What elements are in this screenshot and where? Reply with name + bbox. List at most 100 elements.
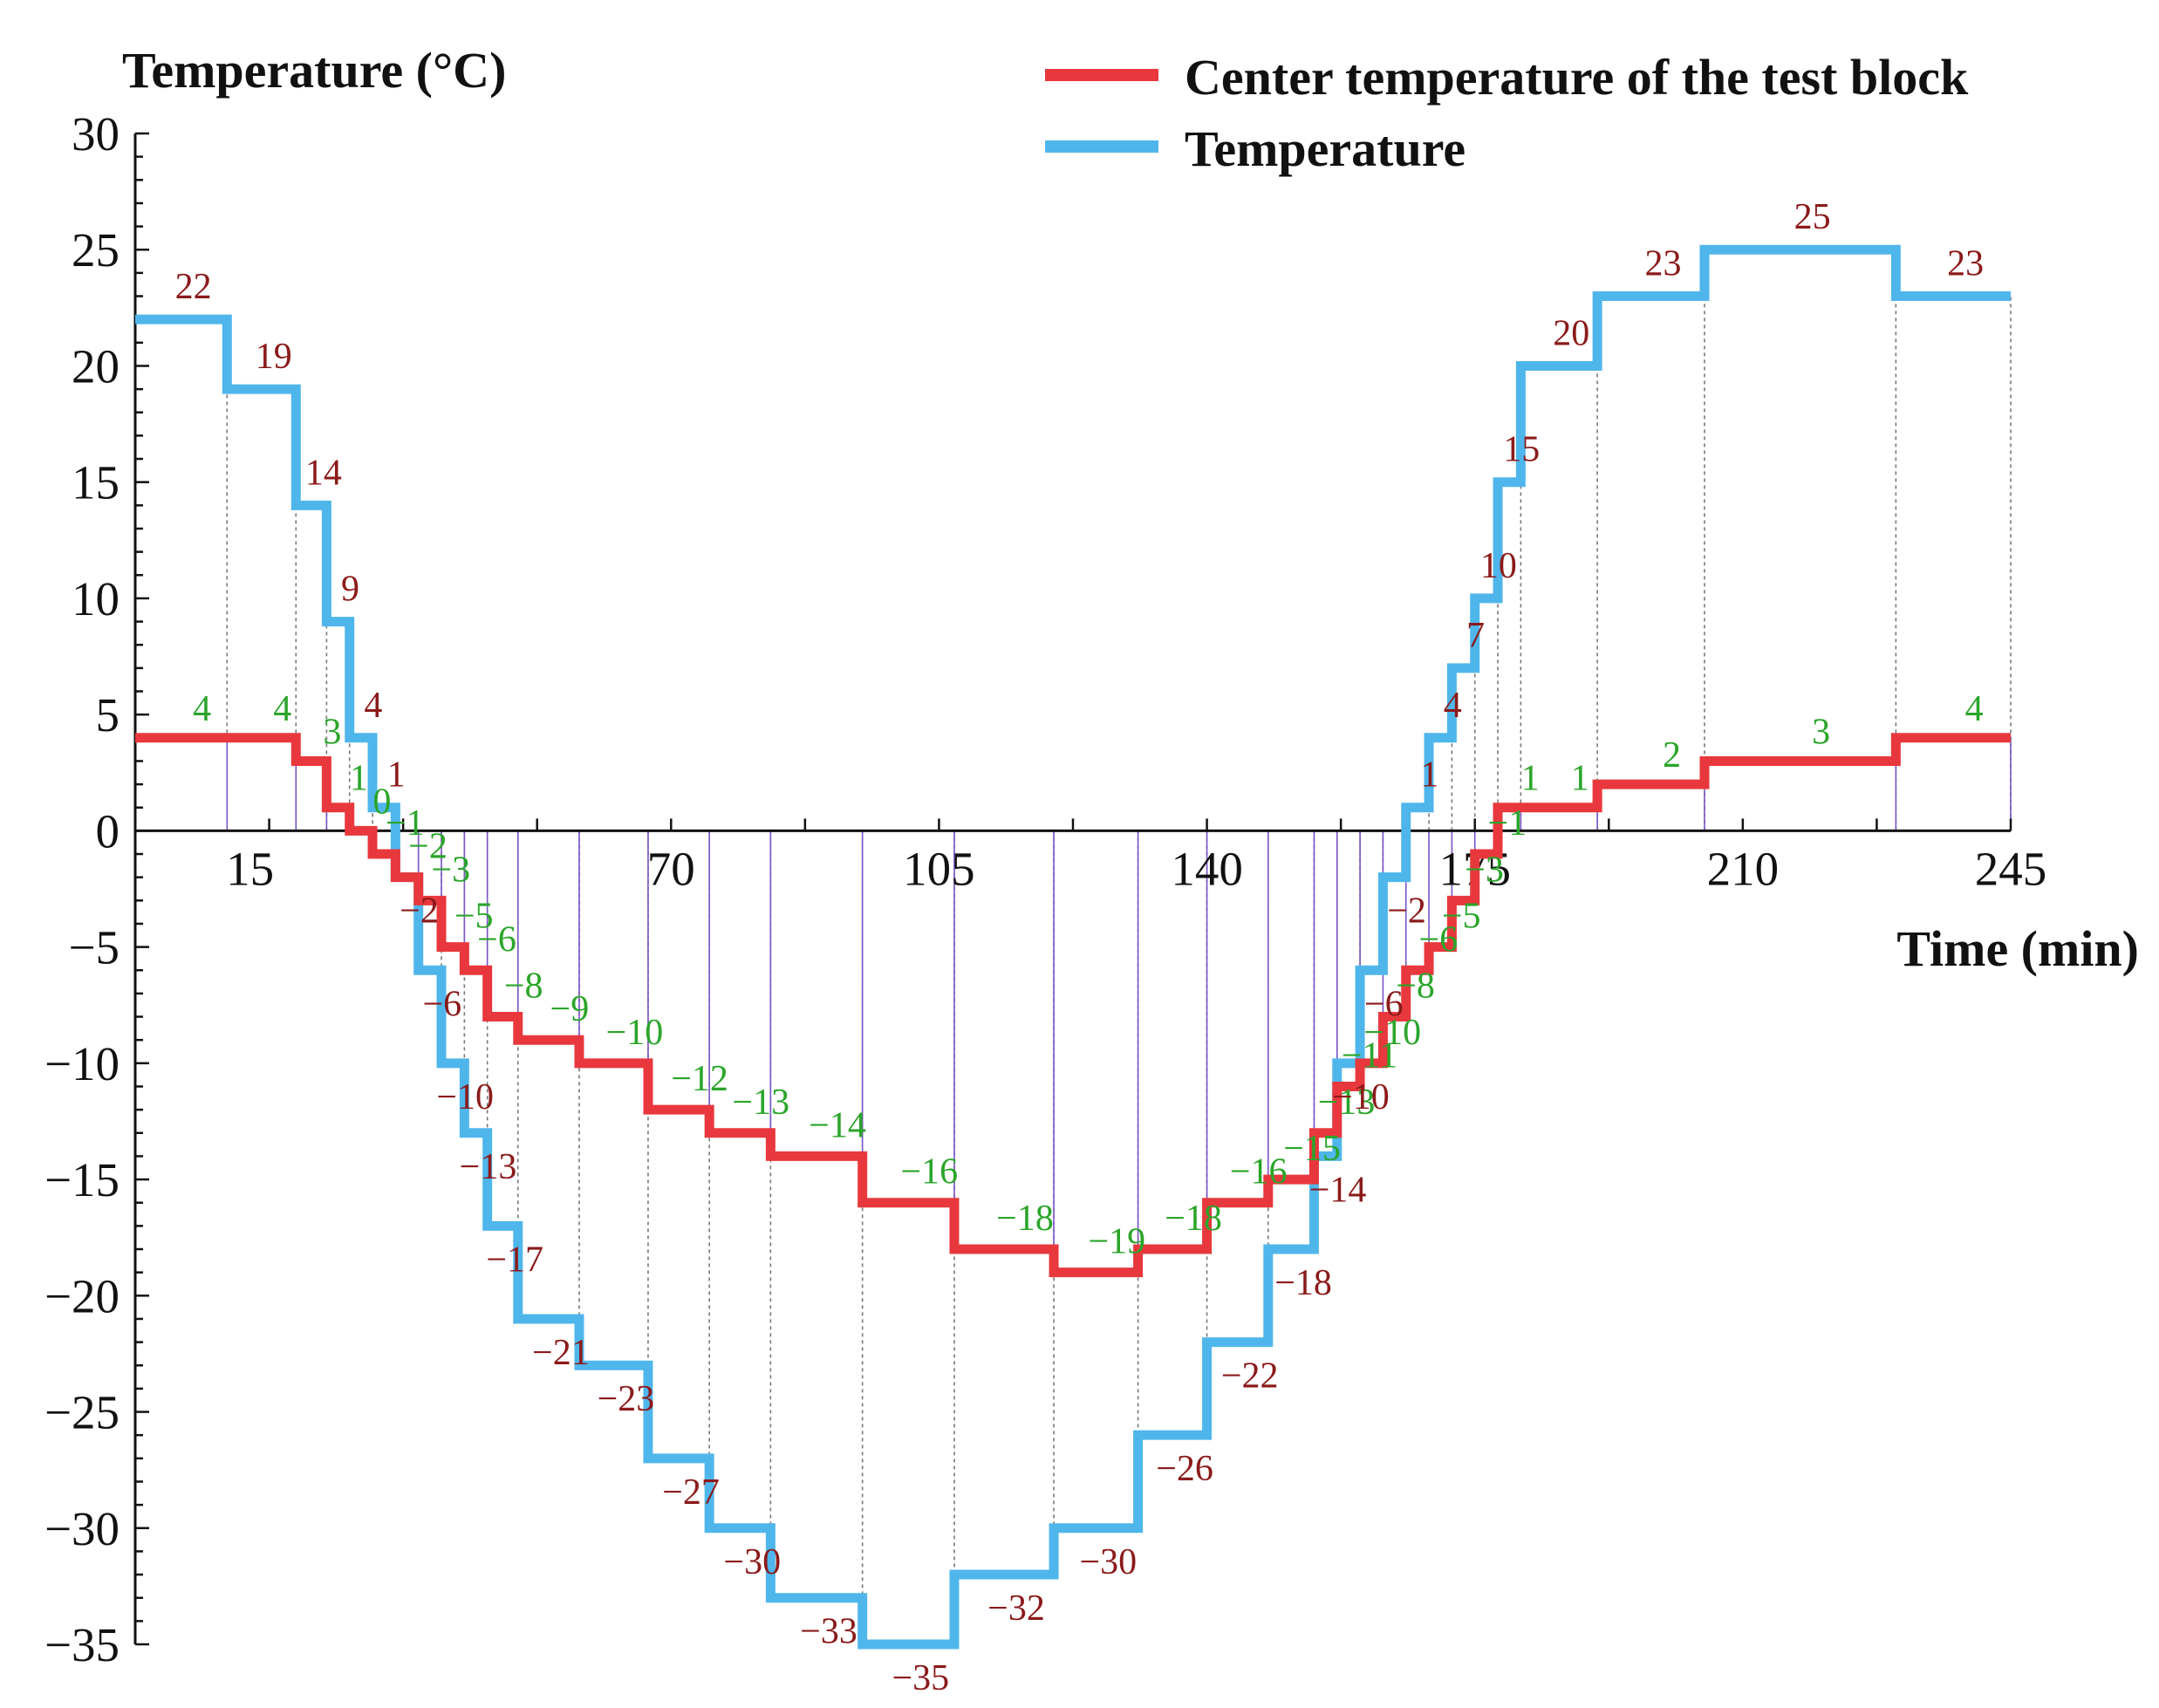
center-data-label: −3 [1465, 850, 1504, 890]
center-data-label: −16 [1230, 1152, 1288, 1192]
x-tick-label: 105 [903, 842, 975, 895]
temperature-data-label: −30 [723, 1542, 781, 1582]
y-tick-label: 30 [72, 107, 120, 161]
center-data-label: −10 [606, 1013, 664, 1053]
x-tick-label: 210 [1707, 842, 1780, 895]
temperature-data-label: −13 [460, 1147, 517, 1187]
temperature-data-label: −23 [598, 1379, 655, 1419]
y-tick-label: −5 [68, 921, 120, 974]
center-data-label: −13 [732, 1083, 789, 1123]
temperature-data-label: −14 [1309, 1170, 1367, 1210]
center-data-label: −1 [1488, 803, 1527, 844]
temperature-data-label: 9 [341, 570, 359, 610]
temperature-data-label: −17 [486, 1240, 543, 1280]
center-data-label: −2 [408, 827, 448, 867]
temperature-data-label: −10 [436, 1077, 494, 1117]
y-tick-label: 5 [96, 688, 120, 741]
y-axis-title: Temperature (°C) [122, 42, 506, 99]
legend-label-center: Center temperature of the test block [1185, 49, 1969, 106]
y-tick-label: −30 [44, 1502, 120, 1555]
y-tick-label: 25 [72, 223, 120, 277]
center-data-label: −1 [386, 803, 425, 844]
y-axis: 30 25 20 15 10 5 0 −5 −10 −15 −20 −25 −30 −35 [44, 107, 149, 1671]
temperature-data-label: 10 [1480, 546, 1517, 586]
center-data-label: 4 [1965, 689, 1984, 729]
center-data-label: −8 [504, 967, 543, 1007]
center-data-label: 2 [1663, 735, 1681, 775]
center-data-label: 4 [273, 689, 291, 729]
temperature-data-label: 23 [1645, 244, 1682, 284]
center-data-label: 1 [1571, 759, 1589, 799]
y-tick-label: 20 [72, 339, 120, 393]
center-data-label: −11 [1342, 1035, 1397, 1076]
x-tick-label: 70 [647, 842, 695, 895]
series-temperature [135, 244, 2011, 1650]
center-data-label: 3 [323, 712, 341, 752]
temperature-data-label: −33 [800, 1612, 857, 1652]
y-tick-label: −25 [44, 1386, 120, 1439]
temperature-data-label: −6 [423, 984, 462, 1024]
temperature-data-label: −35 [892, 1658, 949, 1698]
center-data-label: −5 [1442, 897, 1481, 937]
y-tick-label: 10 [72, 572, 120, 625]
center-data-label: −18 [996, 1199, 1054, 1239]
temperature-data-label: 7 [1466, 616, 1485, 656]
center-data-label: −8 [1396, 967, 1435, 1007]
center-data-label: −6 [477, 919, 516, 960]
center-data-label: −16 [900, 1152, 958, 1192]
series-center-temperature [135, 733, 2011, 1278]
y-tick-label: −15 [44, 1153, 120, 1206]
temperature-data-label: −30 [1079, 1542, 1137, 1582]
temperature-data-label: −18 [1274, 1263, 1332, 1303]
temperature-data-label: 20 [1553, 313, 1589, 353]
center-data-label: 4 [193, 689, 211, 729]
temperature-data-label: 15 [1503, 430, 1540, 470]
temperature-data-label: 4 [1444, 686, 1462, 726]
temperature-data-label: 23 [1947, 244, 1984, 284]
y-tick-label: −20 [44, 1269, 120, 1322]
center-data-label: −13 [1318, 1083, 1376, 1123]
temperature-data-label: 1 [387, 755, 406, 796]
center-data-label: −5 [454, 897, 494, 937]
temperature-data-label: 22 [175, 267, 212, 307]
center-data-label: −18 [1165, 1199, 1222, 1239]
center-data-label: −14 [809, 1105, 866, 1145]
x-tick-label: 15 [226, 842, 274, 895]
y-tick-label: −35 [44, 1618, 120, 1671]
center-data-label: 1 [1521, 759, 1540, 799]
temperature-data-label: 14 [305, 453, 342, 493]
x-axis: 15 70 105 140 175 210 245 [133, 818, 2046, 895]
center-data-label: −19 [1088, 1222, 1145, 1262]
temperature-data-label: −26 [1156, 1449, 1213, 1489]
center-data-label: −9 [550, 989, 590, 1029]
series-lines [135, 244, 2011, 1650]
y-tick-label: −10 [44, 1037, 120, 1090]
legend-label-temperature: Temperature [1185, 120, 1466, 177]
x-axis-title: Time (min) [1896, 920, 2139, 977]
center-data-label: 3 [1812, 712, 1830, 752]
data-labels: 22419414391401−1−2−2−6−3−10−5−13−6−17−8−… [175, 197, 1985, 1698]
temperature-data-label: 19 [256, 337, 292, 377]
temperature-data-label: −27 [662, 1472, 720, 1513]
center-data-label: −12 [671, 1059, 728, 1099]
y-tick-label: 15 [72, 456, 120, 509]
temperature-data-label: 4 [364, 686, 382, 726]
center-data-label: 0 [372, 782, 391, 822]
center-data-label: −3 [432, 850, 471, 890]
temperature-data-label: −10 [1332, 1077, 1390, 1117]
x-tick-label: 140 [1171, 842, 1243, 895]
temperature-data-label: −32 [987, 1588, 1045, 1629]
center-data-label: −10 [1363, 1013, 1421, 1053]
temperature-data-label: −2 [400, 892, 439, 932]
center-data-label: −6 [1419, 919, 1459, 960]
legend: Center temperature of the test block Tem… [1045, 49, 1969, 177]
temperature-data-label: −2 [1387, 892, 1426, 932]
temperature-data-label: 1 [1420, 755, 1438, 796]
center-data-label: −15 [1283, 1129, 1341, 1169]
temperature-data-label: −21 [532, 1333, 590, 1373]
temperature-data-label: −6 [1364, 984, 1404, 1024]
temperature-data-label: −22 [1221, 1356, 1279, 1397]
y-tick-label: 0 [96, 804, 120, 857]
temperature-data-label: 25 [1794, 197, 1831, 237]
